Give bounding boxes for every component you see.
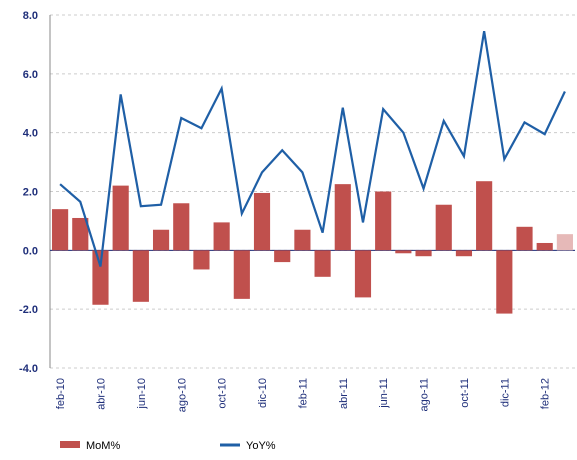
x-tick-label: feb-10	[55, 378, 67, 409]
bar	[92, 250, 109, 305]
bar	[152, 229, 170, 251]
y-tick-label: 8.0	[23, 10, 38, 22]
bar	[173, 203, 190, 251]
bar	[253, 192, 271, 251]
x-tick-label: ago-10	[176, 378, 188, 412]
bar	[233, 250, 250, 299]
bar	[193, 250, 210, 270]
bar	[274, 250, 291, 263]
bar	[375, 191, 392, 251]
bar	[112, 185, 129, 251]
bar	[435, 204, 452, 251]
line	[59, 31, 566, 267]
x-tick-label: dic-10	[257, 378, 269, 408]
bar	[294, 229, 311, 251]
legend-label: MoM%	[86, 440, 120, 452]
y-tick-label: 2.0	[23, 187, 38, 199]
x-tick-label: abr-10	[95, 378, 107, 410]
y-tick-label: -2.0	[19, 304, 38, 316]
y-tick-label: 4.0	[23, 128, 38, 140]
legend-swatch	[60, 441, 80, 448]
bar	[314, 250, 331, 277]
x-tick-label: oct-10	[217, 378, 229, 409]
x-tick-label: jun-10	[136, 378, 148, 410]
bar	[72, 217, 89, 251]
y-tick-label: 0.0	[23, 245, 38, 257]
bar	[496, 250, 513, 314]
bar	[536, 242, 553, 251]
bar	[132, 250, 149, 302]
x-tick-label: dic-11	[499, 378, 511, 407]
bar	[455, 250, 473, 257]
x-tick-label: feb-11	[297, 378, 309, 408]
bar	[476, 181, 493, 251]
x-tick-label: abr-11	[338, 378, 350, 409]
bar	[415, 250, 432, 257]
bar	[516, 226, 533, 251]
bar	[556, 234, 573, 251]
bar	[213, 222, 230, 251]
x-tick-label: feb-12	[540, 378, 552, 409]
y-tick-label: -4.0	[19, 363, 38, 375]
bar	[354, 250, 372, 298]
x-tick-label: jun-11	[378, 378, 390, 409]
y-tick-label: 6.0	[23, 69, 38, 81]
bar	[395, 250, 412, 254]
bar	[52, 209, 69, 251]
bar	[334, 184, 351, 251]
x-tick-label: oct-11	[459, 378, 471, 408]
x-tick-label: ago-11	[419, 378, 431, 411]
legend-label: YoY%	[246, 440, 276, 452]
